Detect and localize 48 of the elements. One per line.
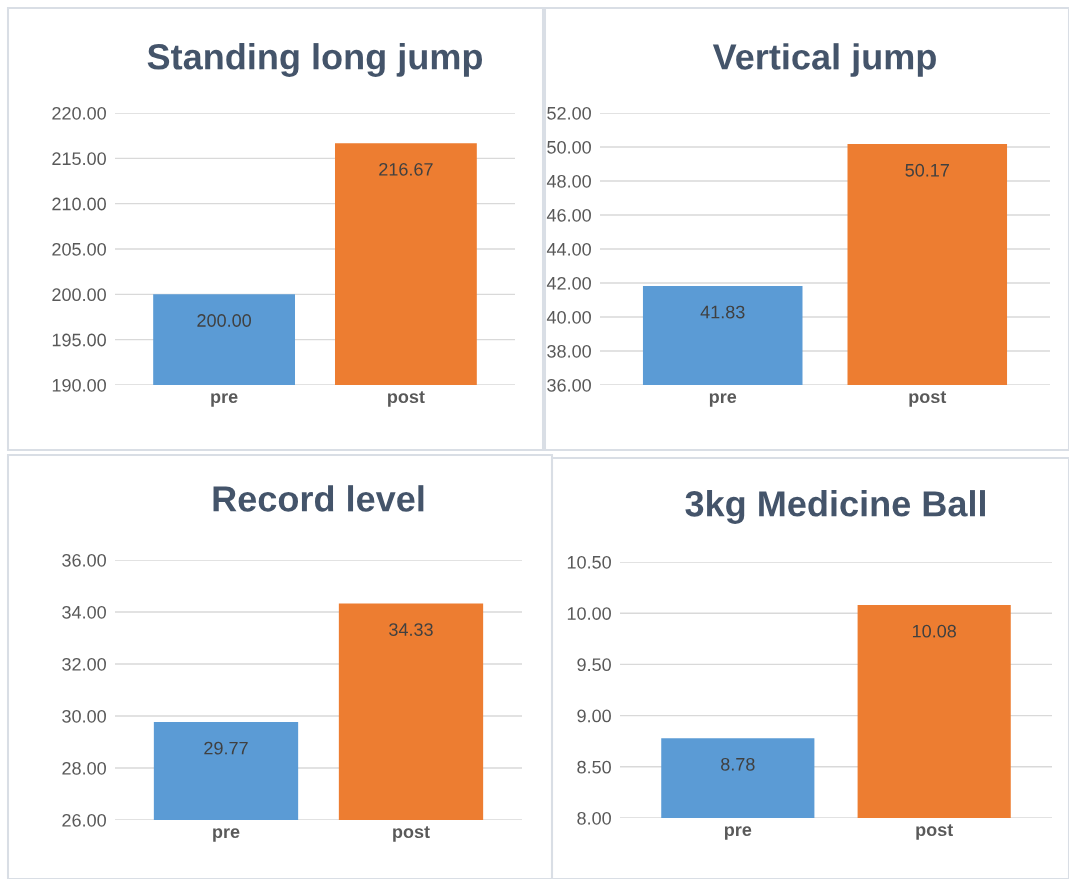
y-tick-label: 42.00 <box>546 276 591 290</box>
x-tick-label: pre <box>211 393 238 407</box>
data-label: 34.33 <box>389 623 433 636</box>
y-tick-label: 205.00 <box>52 242 106 256</box>
y-tick-label: 26.00 <box>62 813 106 827</box>
y-tick-label: 30.00 <box>62 709 106 723</box>
y-tick-label: 10.50 <box>567 555 611 569</box>
y-tick-label: 200.00 <box>52 288 106 302</box>
y-tick-label: 190.00 <box>52 378 106 392</box>
x-tick-label: post <box>916 824 954 840</box>
x-tick-label: pre <box>724 826 752 840</box>
y-tick-label: 46.00 <box>546 208 591 222</box>
y-tick-label: 34.00 <box>62 605 106 619</box>
y-tick-label: 28.00 <box>62 761 106 775</box>
x-tick-label: post <box>388 391 425 407</box>
y-tick-label: 195.00 <box>52 333 106 347</box>
y-tick-label: 40.00 <box>546 310 591 324</box>
data-label: 8.78 <box>721 757 755 771</box>
chart-title: Vertical jump <box>712 43 936 77</box>
y-tick-label: 215.00 <box>52 152 106 166</box>
chart-title: 3kg Medicine Ball <box>685 490 985 524</box>
y-tick-label: 210.00 <box>52 197 106 211</box>
y-tick-label: 36.00 <box>547 378 591 392</box>
chart-title: Record level <box>213 485 424 512</box>
y-tick-label: 220.00 <box>52 106 106 120</box>
data-label: 50.17 <box>905 163 949 177</box>
chart-title: Standing long jump <box>147 43 483 77</box>
data-label: 216.67 <box>379 162 433 176</box>
y-tick-label: 44.00 <box>546 242 591 256</box>
data-label: 10.08 <box>912 624 956 638</box>
y-tick-label: 10.00 <box>567 607 611 620</box>
x-tick-label: post <box>909 391 947 407</box>
y-tick-label: 9.50 <box>577 658 611 672</box>
y-tick-label: 48.00 <box>546 174 591 188</box>
data-label: 41.83 <box>700 305 745 319</box>
y-tick-label: 32.00 <box>62 657 106 671</box>
y-tick-label: 36.00 <box>62 553 106 567</box>
data-label: 200.00 <box>197 314 251 327</box>
y-tick-label: 8.50 <box>577 760 611 774</box>
data-label: 29.77 <box>204 741 248 755</box>
x-tick-label: pre <box>709 393 737 407</box>
y-tick-label: 50.00 <box>547 140 591 154</box>
y-tick-label: 8.00 <box>577 811 611 825</box>
y-tick-label: 38.00 <box>547 344 591 358</box>
y-tick-label: 52.00 <box>547 106 591 120</box>
x-tick-label: post <box>393 826 430 842</box>
y-tick-label: 9.00 <box>577 709 611 723</box>
x-tick-label: pre <box>213 828 240 842</box>
